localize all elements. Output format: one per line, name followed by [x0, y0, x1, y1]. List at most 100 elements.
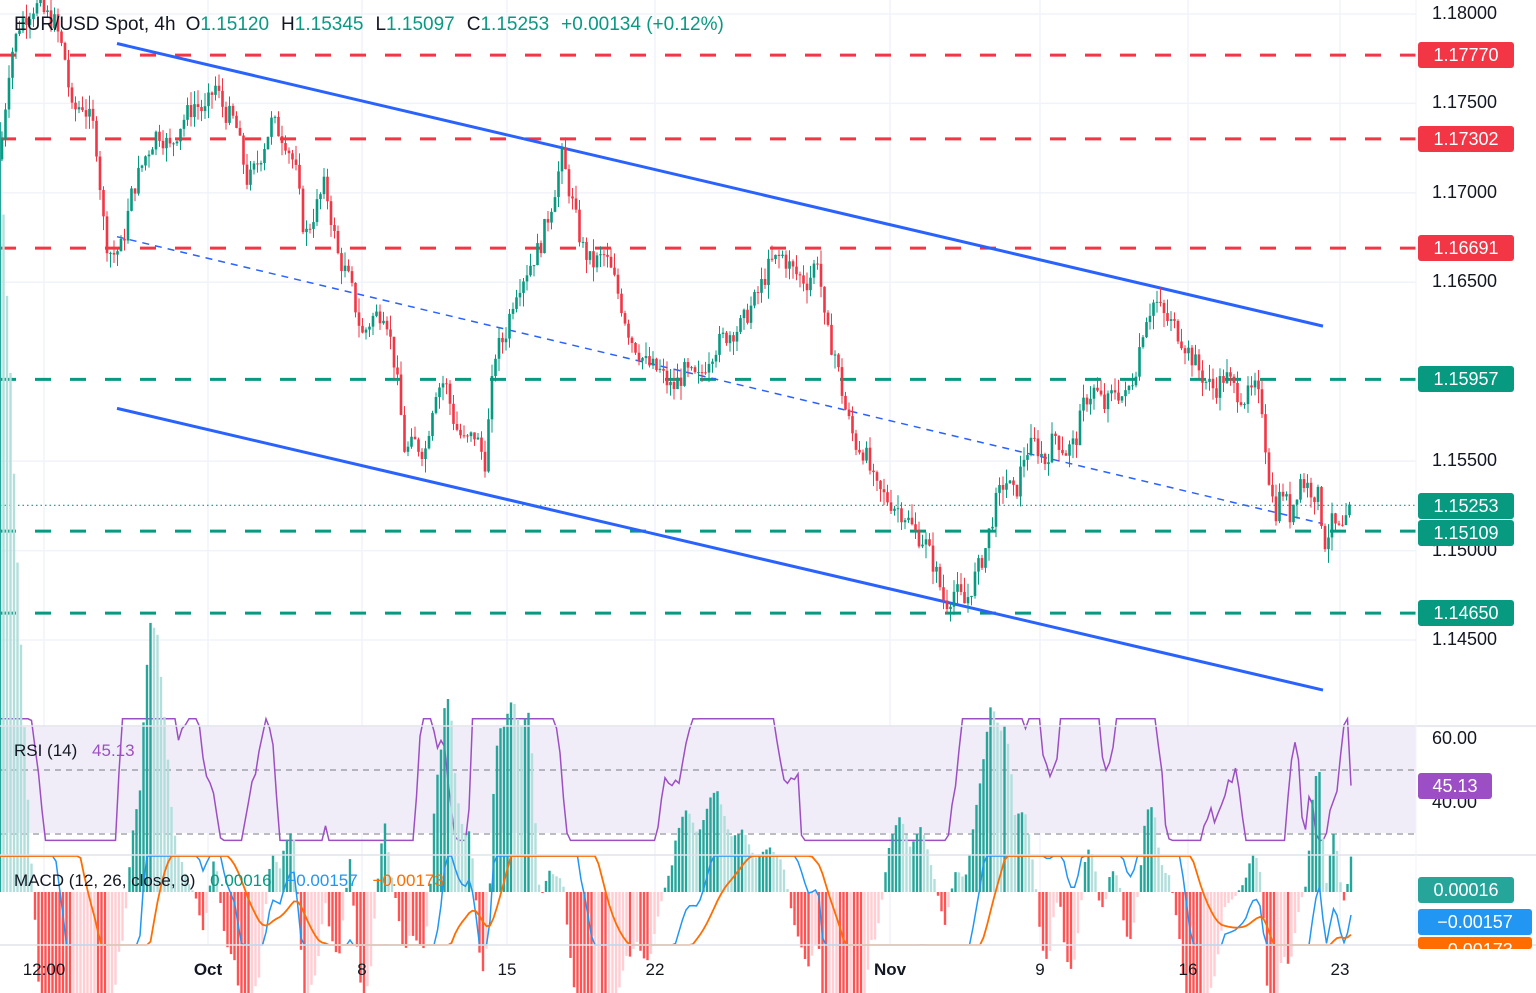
macd-histogram-bar [695, 831, 698, 892]
macd-histogram-bar [54, 892, 58, 993]
candle-body [973, 571, 977, 596]
candle-body [550, 211, 553, 223]
candle-body [130, 188, 133, 211]
candle-body [1285, 494, 1288, 497]
macd-histogram-bar [30, 863, 33, 892]
candle-body [200, 107, 203, 112]
macd-histogram-bar [1244, 877, 1248, 892]
macd-histogram-bar [691, 822, 695, 892]
macd-histogram-bar [303, 892, 306, 993]
candle-body [1054, 433, 1057, 436]
macd-histogram-bar [19, 644, 23, 892]
candle-body [676, 377, 679, 390]
macd-histogram-bar [1115, 875, 1118, 892]
candle-body [53, 14, 56, 29]
candle-body [812, 263, 816, 278]
macd-histogram-bar [733, 835, 737, 892]
candle-body [672, 381, 676, 390]
macd-histogram-bar [1143, 825, 1146, 892]
candle-body [350, 271, 354, 283]
macd-histogram-bar [950, 888, 954, 892]
candle-body [588, 251, 592, 260]
candle-body [235, 115, 238, 128]
candle-body [238, 127, 242, 136]
macd-histogram-bar [653, 892, 656, 935]
macd-histogram-bar [75, 892, 79, 993]
horizontal-levels [0, 53, 1416, 615]
macd-histogram-bar [229, 892, 233, 955]
candle-body [354, 282, 357, 313]
macd-histogram-bar [1276, 892, 1279, 993]
macd-histogram-bar [453, 773, 457, 892]
macd-histogram-bar [1164, 872, 1167, 892]
candle-body [179, 128, 182, 142]
symbol-title[interactable]: EUR/USD Spot, 4h [14, 14, 176, 35]
macd-legend[interactable]: MACD (12, 26, close, 9) 0.00016 −0.00157… [14, 871, 444, 891]
trendline-channel-mid [116, 235, 1324, 525]
candle-body [760, 279, 763, 293]
candle-body [501, 337, 504, 343]
macd-histogram-bar [709, 797, 712, 892]
price-tick: 1.17000 [1432, 181, 1498, 202]
macd-histogram-bar [835, 892, 838, 993]
candle-body [133, 188, 137, 194]
macd-histogram-bar [604, 892, 607, 993]
candle-body [1313, 497, 1316, 502]
candle-body [1222, 376, 1225, 383]
macd-histogram-bar [1321, 838, 1325, 892]
macd-histogram-bar [551, 874, 555, 892]
trendlines[interactable] [116, 42, 1324, 692]
time-tick: Oct [193, 960, 223, 979]
macd-histogram-bar [1188, 892, 1192, 993]
candle-body [1099, 390, 1103, 395]
macd-histogram-bar [0, 122, 2, 892]
macd-histogram-bar [198, 892, 201, 916]
time-tick: 12:00 [22, 960, 66, 979]
candle-body [1050, 433, 1054, 463]
macd-histogram-bar [912, 841, 915, 892]
macd-histogram-bar [544, 880, 548, 892]
macd-histogram-bar [632, 892, 635, 949]
macd-histogram-bar [474, 892, 478, 901]
candle-body [704, 372, 707, 374]
macd-histogram-bar [625, 892, 628, 956]
macd-histogram-bar [527, 712, 530, 892]
candle-body [945, 600, 949, 610]
candle-body [903, 520, 907, 523]
candle-body [56, 14, 60, 32]
candle-body [1281, 491, 1285, 497]
rsi-legend[interactable]: RSI (14) 45.13 [14, 741, 135, 761]
candle-body [749, 305, 753, 323]
candle-body [935, 566, 938, 572]
open-value: 1.15120 [200, 14, 270, 35]
candle-body [319, 194, 322, 200]
macd-histogram-bar [1279, 892, 1283, 964]
macd-histogram-bar [1265, 892, 1269, 986]
candle-body [592, 251, 595, 268]
macd-histogram-bar [1055, 892, 1059, 903]
macd-histogram-bar [103, 892, 107, 993]
candle-body [1001, 485, 1005, 490]
candle-body [1106, 393, 1110, 410]
candle-body [641, 358, 644, 361]
candle-body [399, 374, 403, 415]
macd-histogram-bar [257, 892, 261, 978]
macd-histogram-bar [26, 799, 30, 892]
candle-body [1250, 385, 1253, 388]
macd-histogram-bar [1108, 877, 1111, 892]
macd-histogram-bar [1223, 892, 1227, 907]
macd-histogram-bar [208, 885, 212, 892]
candle-body [224, 106, 228, 123]
price-level-tag: 1.15253 [1418, 493, 1514, 519]
macd-histogram-bar [478, 892, 481, 953]
macd-histogram-bar [170, 806, 173, 892]
candle-body [1134, 376, 1138, 386]
macd-histogram-bar [1132, 892, 1136, 923]
candle-body [413, 436, 417, 440]
candle-body [781, 254, 784, 256]
candle-body [189, 105, 193, 118]
candle-body [0, 139, 4, 160]
macd-histogram-bar [2, 214, 5, 893]
